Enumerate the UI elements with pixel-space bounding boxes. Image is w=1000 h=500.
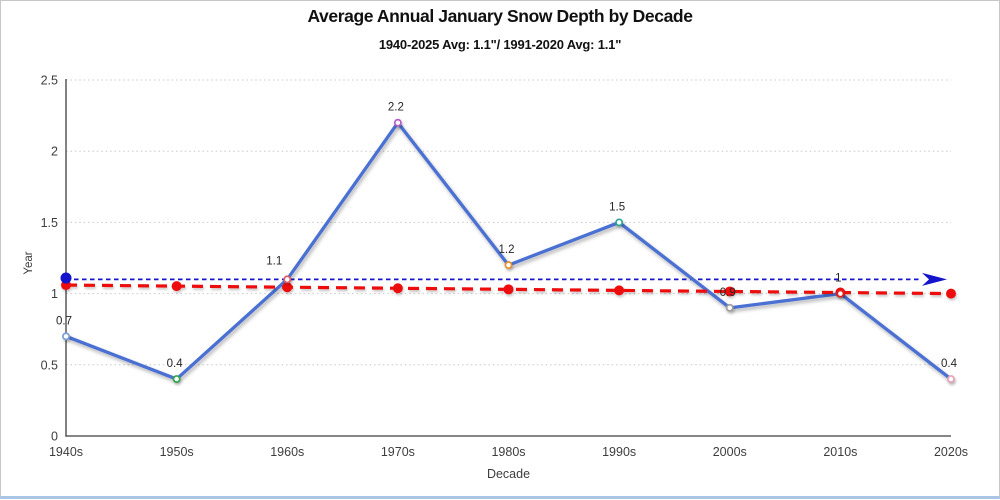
trend-point [724,286,735,297]
x-tick-label: 1940s [49,445,83,459]
average-arrow-icon [922,272,947,286]
data-point-marker [947,375,955,383]
data-point-marker [615,218,624,227]
data-point-marker [62,332,70,341]
y-tick-label: 0 [51,430,58,444]
data-point-marker [172,375,181,383]
data-point-label: 0.7 [56,315,72,327]
trend-point [946,288,956,299]
data-point-marker [725,303,734,312]
chart-title: Average Annual January Snow Depth by Dec… [307,6,693,26]
data-point-label: 2.2 [388,102,404,114]
x-tick-label: 1990s [602,445,636,459]
data-point-marker [393,118,402,127]
data-point-marker [836,289,845,298]
y-tick-label: 1 [51,287,58,301]
trend-group [61,280,956,299]
y-tick-label: 0.5 [41,358,58,372]
average-start-dot [60,272,72,284]
x-tick-label: 2020s [934,445,968,459]
chart-subtitle: 1940-2025 Avg: 1.1"/ 1991-2020 Avg: 1.1" [378,37,622,52]
x-tick-label: 1960s [270,445,304,459]
trend-point [282,282,293,293]
y-tick-label: 2 [51,145,58,159]
x-tick-label: 1980s [491,445,525,459]
data-point-label: 1.2 [499,244,515,256]
trend-point [171,281,182,292]
data-point-label: 0.4 [167,358,184,370]
data-point-marker [504,261,513,270]
y-tick-label: 2.5 [41,74,58,88]
x-tick-label: 2000s [713,445,747,459]
trend-point [614,285,625,296]
data-point-marker [283,275,292,284]
markers-group [62,118,955,383]
data-point-label: 1.1 [266,255,282,267]
data-point-label: 0.4 [941,358,958,370]
data-point-label: 0.9 [720,287,736,299]
y-tick-label: 1.5 [41,216,58,230]
data-point-label: 1.5 [609,201,625,213]
x-tick-label: 1970s [381,445,415,459]
x-axis-title: Decade [486,467,531,481]
x-tick-label: 2010s [823,445,857,459]
trend-point [503,284,514,295]
x-tick-label: 1950s [160,445,194,459]
trend-point [392,283,403,294]
data-point-label: 1 [835,273,841,285]
